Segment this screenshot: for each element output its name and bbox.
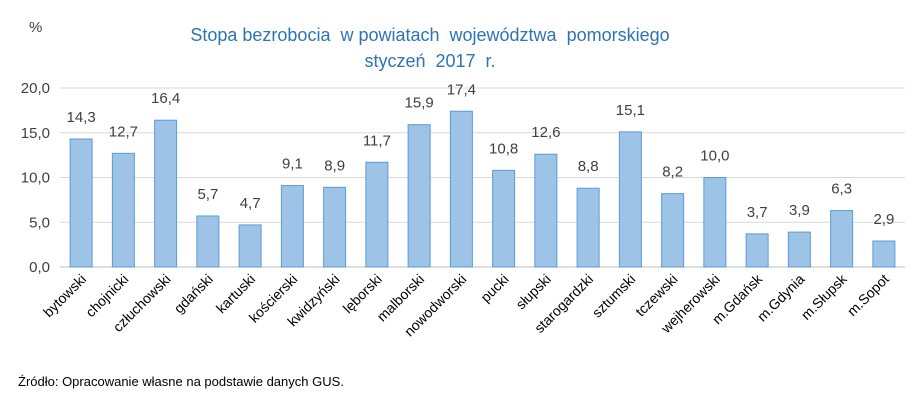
- bar: [111, 152, 135, 268]
- data-label: 9,1: [282, 156, 303, 173]
- data-label: 12,6: [531, 124, 560, 141]
- data-label: 15,9: [405, 95, 434, 112]
- source-note: Źródło: Opracowanie własne na podstawie …: [18, 374, 344, 389]
- data-label: 12,7: [109, 123, 138, 140]
- bar: [323, 186, 347, 268]
- bar: [492, 169, 516, 268]
- bar: [238, 224, 262, 268]
- x-tick-label: m.Słupsk: [798, 270, 851, 323]
- bar: [534, 153, 558, 268]
- data-label: 14,3: [67, 109, 96, 126]
- data-label: 3,7: [747, 204, 768, 221]
- bar: [872, 240, 896, 268]
- y-tick-label: 0,0: [29, 259, 50, 276]
- bar: [365, 161, 389, 268]
- x-tick-label: słupski: [512, 271, 554, 313]
- data-label: 5,7: [197, 186, 218, 203]
- bar: [196, 215, 220, 268]
- data-label: 8,8: [578, 158, 599, 175]
- bar: [407, 124, 431, 268]
- data-label: 15,1: [616, 102, 645, 119]
- data-label: 4,7: [240, 195, 261, 212]
- y-tick-label: 10,0: [21, 170, 50, 187]
- bar: [618, 131, 642, 268]
- data-label: 8,2: [662, 164, 683, 181]
- bar: [154, 119, 178, 268]
- x-tick-label: bytowski: [40, 271, 89, 320]
- x-tick-label: m.Gdynia: [754, 271, 808, 325]
- bar: [449, 110, 473, 268]
- data-label: 10,8: [489, 140, 518, 157]
- bar: [280, 185, 304, 268]
- bar: [703, 177, 727, 268]
- data-label: 11,7: [363, 132, 391, 149]
- bar: [661, 193, 685, 268]
- data-label: 3,9: [789, 202, 810, 219]
- data-label: 17,4: [447, 81, 476, 98]
- y-tick-label: 20,0: [21, 80, 50, 97]
- x-tick-label: m.Sopot: [844, 271, 892, 319]
- data-label: 8,9: [324, 157, 345, 174]
- y-axis-unit-label: %: [29, 19, 43, 36]
- y-tick-label: 15,0: [21, 125, 50, 142]
- x-tick-label: sztumski: [589, 271, 639, 321]
- bar: [745, 233, 769, 268]
- chart-title: Stopa bezrobocia w powiatach województwa…: [190, 25, 670, 45]
- x-tick-label: pucki: [477, 271, 511, 305]
- bar: [576, 187, 600, 268]
- y-tick-label: 5,0: [29, 214, 50, 231]
- data-label: 6,3: [831, 181, 852, 198]
- bar: [69, 138, 93, 268]
- x-tick-label: gdański: [171, 271, 216, 316]
- bar: [830, 210, 854, 268]
- data-label: 2,9: [873, 211, 894, 228]
- data-label: 16,4: [151, 90, 180, 107]
- data-label: 10,0: [700, 148, 729, 165]
- bar: [787, 231, 811, 268]
- chart-subtitle: styczeń 2017 r.: [364, 51, 496, 71]
